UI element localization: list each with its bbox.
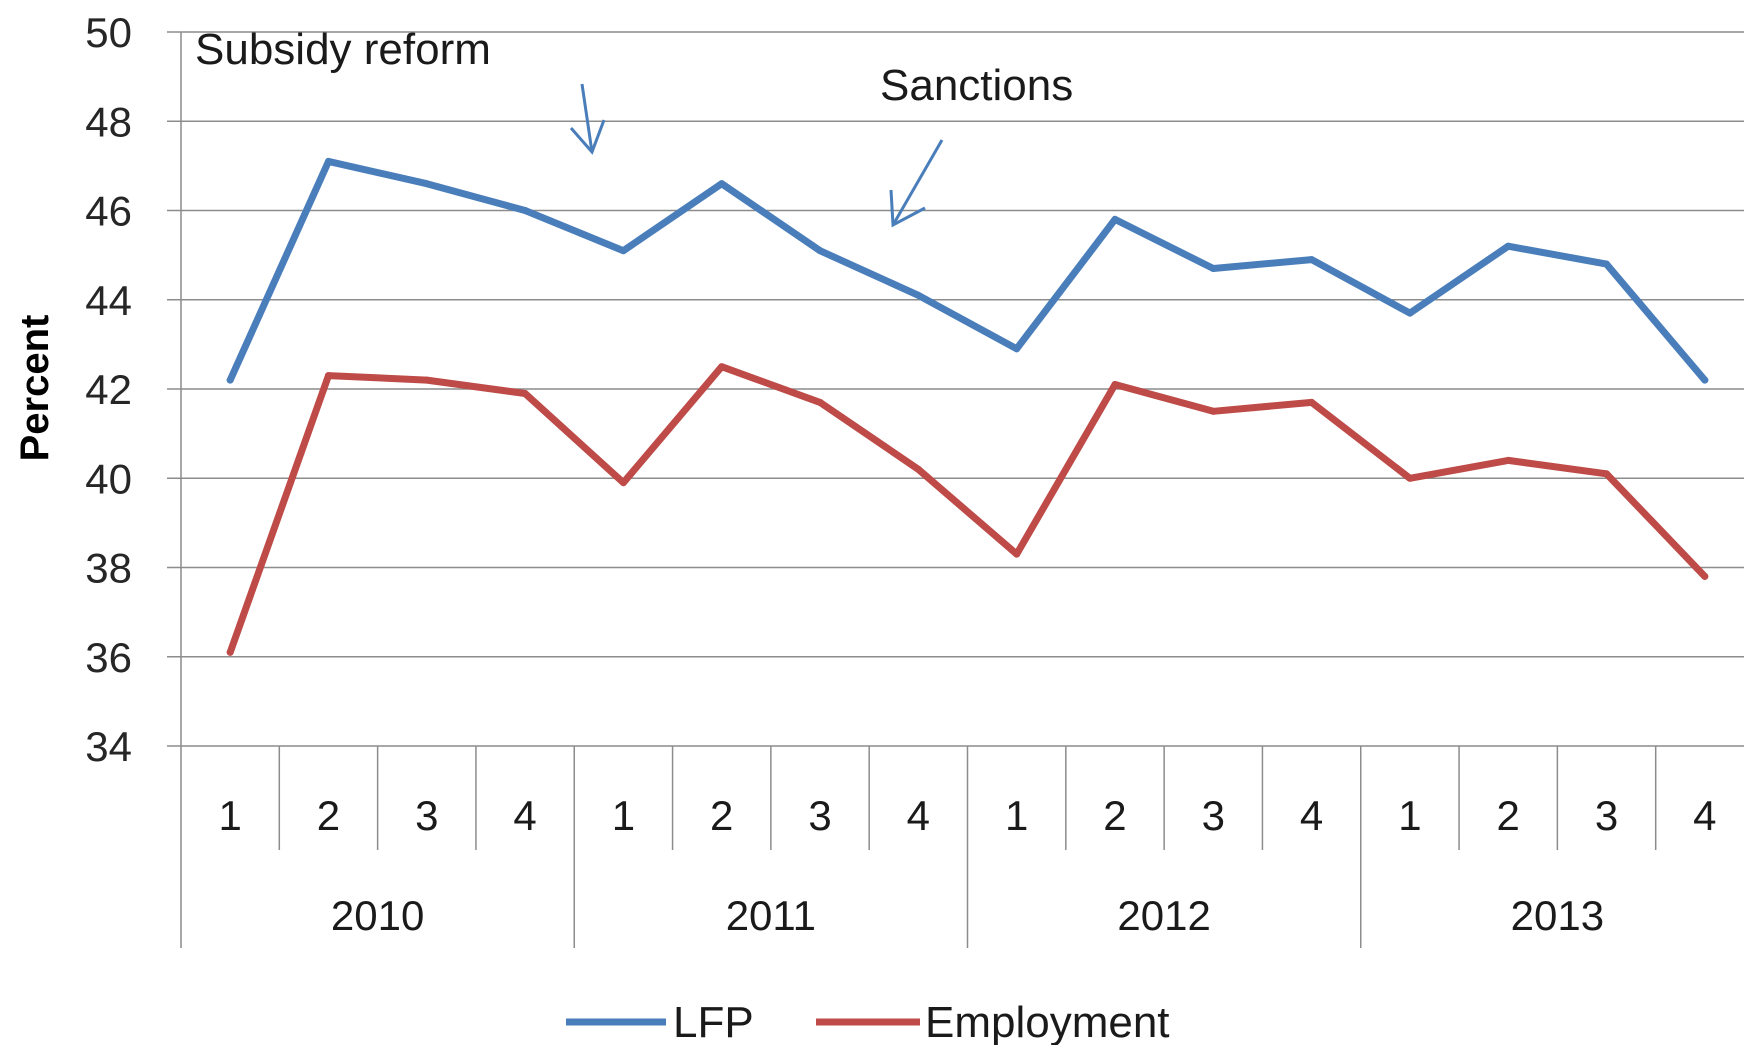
data-point-lfp-8 [1013,345,1021,353]
data-point-employment-15 [1701,572,1709,580]
data-point-employment-11 [1308,398,1316,406]
x-tick-labels: 1 2 3 4 1 2 3 4 1 2 3 4 1 2 3 4 2010 2011 2012 2013 [218,792,1716,939]
data-point-employment-0 [226,648,234,656]
data-point-employment-3 [521,389,529,397]
data-point-employment-2 [423,376,431,384]
data-point-lfp-14 [1603,260,1611,268]
year-label-2010: 2010 [331,892,424,939]
data-point-employment-14 [1603,470,1611,478]
ytick-label-38: 38 [85,545,132,592]
data-point-employment-12 [1406,474,1414,482]
ytick-label-44: 44 [85,277,132,324]
quarter-label-3: 4 [513,792,536,839]
quarter-label-4: 1 [612,792,635,839]
ytick-label-34: 34 [85,723,132,770]
quarter-label-15: 4 [1693,792,1716,839]
data-point-lfp-2 [423,180,431,188]
quarter-label-0: 1 [218,792,241,839]
quarter-label-1: 2 [317,792,340,839]
annotation-sanctions-arrow [889,139,944,228]
quarter-label-9: 2 [1103,792,1126,839]
quarter-label-12: 1 [1398,792,1421,839]
annotation-subsidy-reform-arrow [569,83,606,155]
quarter-label-2: 3 [415,792,438,839]
quarter-label-11: 4 [1300,792,1323,839]
year-label-2011: 2011 [726,892,816,939]
year-label-2012: 2012 [1117,892,1210,939]
ytick-label-36: 36 [85,634,132,681]
quarter-label-8: 1 [1005,792,1028,839]
data-point-lfp-9 [1111,215,1119,223]
data-point-lfp-10 [1209,265,1217,273]
data-point-employment-10 [1209,407,1217,415]
ytick-label-40: 40 [85,455,132,502]
year-label-2013: 2013 [1511,892,1604,939]
data-point-employment-6 [816,398,824,406]
data-point-lfp-3 [521,207,529,214]
quarter-label-14: 3 [1595,792,1618,839]
y-tick-labels: 34 36 38 40 42 44 46 48 50 [85,9,132,770]
data-point-lfp-1 [324,157,332,165]
ytick-label-48: 48 [85,98,132,145]
quarter-label-7: 4 [907,792,930,839]
annotation-sanctions: Sanctions [880,61,1073,110]
quarter-label-5: 2 [710,792,733,839]
series-lines [226,157,1709,656]
legend-label-lfp: LFP [673,998,754,1045]
data-point-employment-5 [718,363,726,371]
data-point-lfp-7 [914,291,922,299]
data-point-lfp-11 [1308,256,1316,264]
data-point-lfp-4 [619,247,627,255]
ytick-label-50: 50 [85,9,132,56]
legend-label-employment: Employment [925,998,1170,1045]
axes [167,31,1657,948]
gridlines [181,31,1744,747]
annotation-subsidy-reform: Subsidy reform [195,25,491,74]
quarter-label-10: 3 [1202,792,1225,839]
data-point-employment-7 [914,465,922,473]
ytick-label-42: 42 [85,366,132,413]
data-point-lfp-6 [816,247,824,255]
data-point-employment-13 [1504,456,1512,464]
data-point-lfp-12 [1406,309,1414,317]
quarter-label-13: 2 [1497,792,1520,839]
series-line-employment [226,363,1709,656]
y-axis-label: Percent [13,315,57,462]
data-point-employment-4 [619,479,627,487]
data-point-employment-8 [1013,550,1021,558]
series-line-lfp [226,157,1709,384]
ytick-label-46: 46 [85,188,132,235]
data-point-lfp-15 [1701,376,1709,384]
data-point-lfp-13 [1504,242,1512,250]
data-point-employment-9 [1111,381,1119,389]
data-point-employment-1 [324,372,332,380]
data-point-lfp-5 [718,180,726,188]
quarter-label-6: 3 [808,792,831,839]
legend: LFP Employment [566,998,1170,1045]
data-point-lfp-0 [226,376,234,384]
